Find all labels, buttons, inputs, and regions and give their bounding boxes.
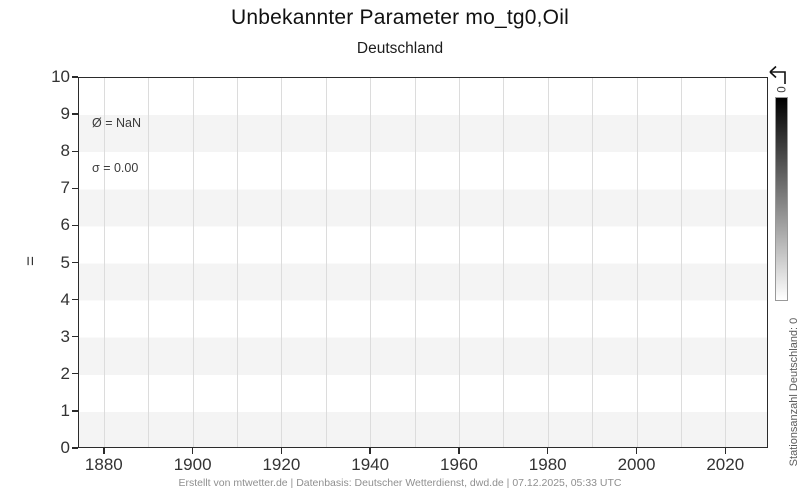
y-tick-label: 5 xyxy=(60,252,70,272)
gridline xyxy=(503,78,505,447)
gridline xyxy=(370,78,372,447)
x-tick-label: 2020 xyxy=(706,455,745,474)
y-tick-mark xyxy=(72,447,78,449)
x-tick-mark xyxy=(547,448,549,454)
x-tick-mark xyxy=(369,448,371,454)
x-tick-mark xyxy=(635,448,638,454)
gridline xyxy=(281,78,283,447)
y-tick-label: 6 xyxy=(60,215,70,235)
gridline xyxy=(237,78,238,447)
chart-title: Unbekannter Parameter mo_tg0,Oil xyxy=(231,6,569,29)
x-tick-label: 1880 xyxy=(84,455,123,474)
x-tick-label: 1920 xyxy=(262,455,301,474)
y-tick-label: 3 xyxy=(60,326,70,346)
y-tick-mark xyxy=(72,410,78,412)
y-tick-mark xyxy=(72,298,78,301)
x-tick-label: 1940 xyxy=(351,455,390,474)
gridline xyxy=(325,78,327,447)
x-tick-mark xyxy=(280,448,283,454)
plot-area: Ø = NaN σ = 0.00 xyxy=(78,77,768,448)
y-tick-mark xyxy=(72,261,78,264)
y-tick-mark xyxy=(72,150,78,152)
colorbar-top-tick-label: 0 xyxy=(776,86,789,93)
y-tick-label: 0 xyxy=(60,438,70,457)
gridline xyxy=(414,78,416,447)
stats-annotation: Ø = NaN σ = 0.00 xyxy=(92,86,141,206)
y-tick-label: 10 xyxy=(51,67,70,86)
y-tick-label: 9 xyxy=(60,104,70,124)
y-tick-label: 4 xyxy=(60,289,70,309)
gridline xyxy=(547,78,549,447)
y-tick-mark xyxy=(72,113,78,115)
colorbar-label: Stationsanzahl Deutschland: 0 xyxy=(788,317,800,467)
gridline xyxy=(459,78,460,447)
y-tick-label: 7 xyxy=(60,178,70,198)
y-tick-mark xyxy=(72,336,78,338)
gridline xyxy=(148,78,150,447)
footer-credit: Erstellt von mtwetter.de | Datenbasis: D… xyxy=(178,477,622,489)
x-tick-mark xyxy=(724,448,726,454)
gridline xyxy=(680,78,682,447)
y-tick-mark xyxy=(72,187,78,189)
y-tick-mark xyxy=(72,373,78,375)
y-axis-label: = xyxy=(21,256,40,266)
gridline xyxy=(725,78,727,447)
mean-value: Ø = NaN xyxy=(92,116,141,130)
y-tick-label: 1 xyxy=(60,400,70,420)
y-tick-mark xyxy=(72,76,78,78)
colorbar-gradient xyxy=(775,97,788,301)
chart-subtitle: Deutschland xyxy=(356,40,444,57)
gridline xyxy=(592,78,594,447)
sigma-value: σ = 0.00 xyxy=(92,161,139,175)
x-tick-mark xyxy=(191,448,194,454)
x-tick-label: 1960 xyxy=(440,455,478,474)
x-tick-label: 2000 xyxy=(617,455,656,474)
gridline xyxy=(192,78,194,447)
x-tick-mark xyxy=(458,448,460,454)
x-tick-label: 1900 xyxy=(173,455,212,474)
x-tick-label: 1980 xyxy=(528,455,567,474)
colorbar-direction-arrow-icon xyxy=(769,65,786,84)
y-tick-mark xyxy=(72,224,78,227)
y-tick-label: 8 xyxy=(60,141,70,161)
y-tick-label: 2 xyxy=(60,363,70,383)
gridline xyxy=(636,78,638,447)
gridline xyxy=(103,78,105,447)
x-tick-mark xyxy=(103,448,105,454)
